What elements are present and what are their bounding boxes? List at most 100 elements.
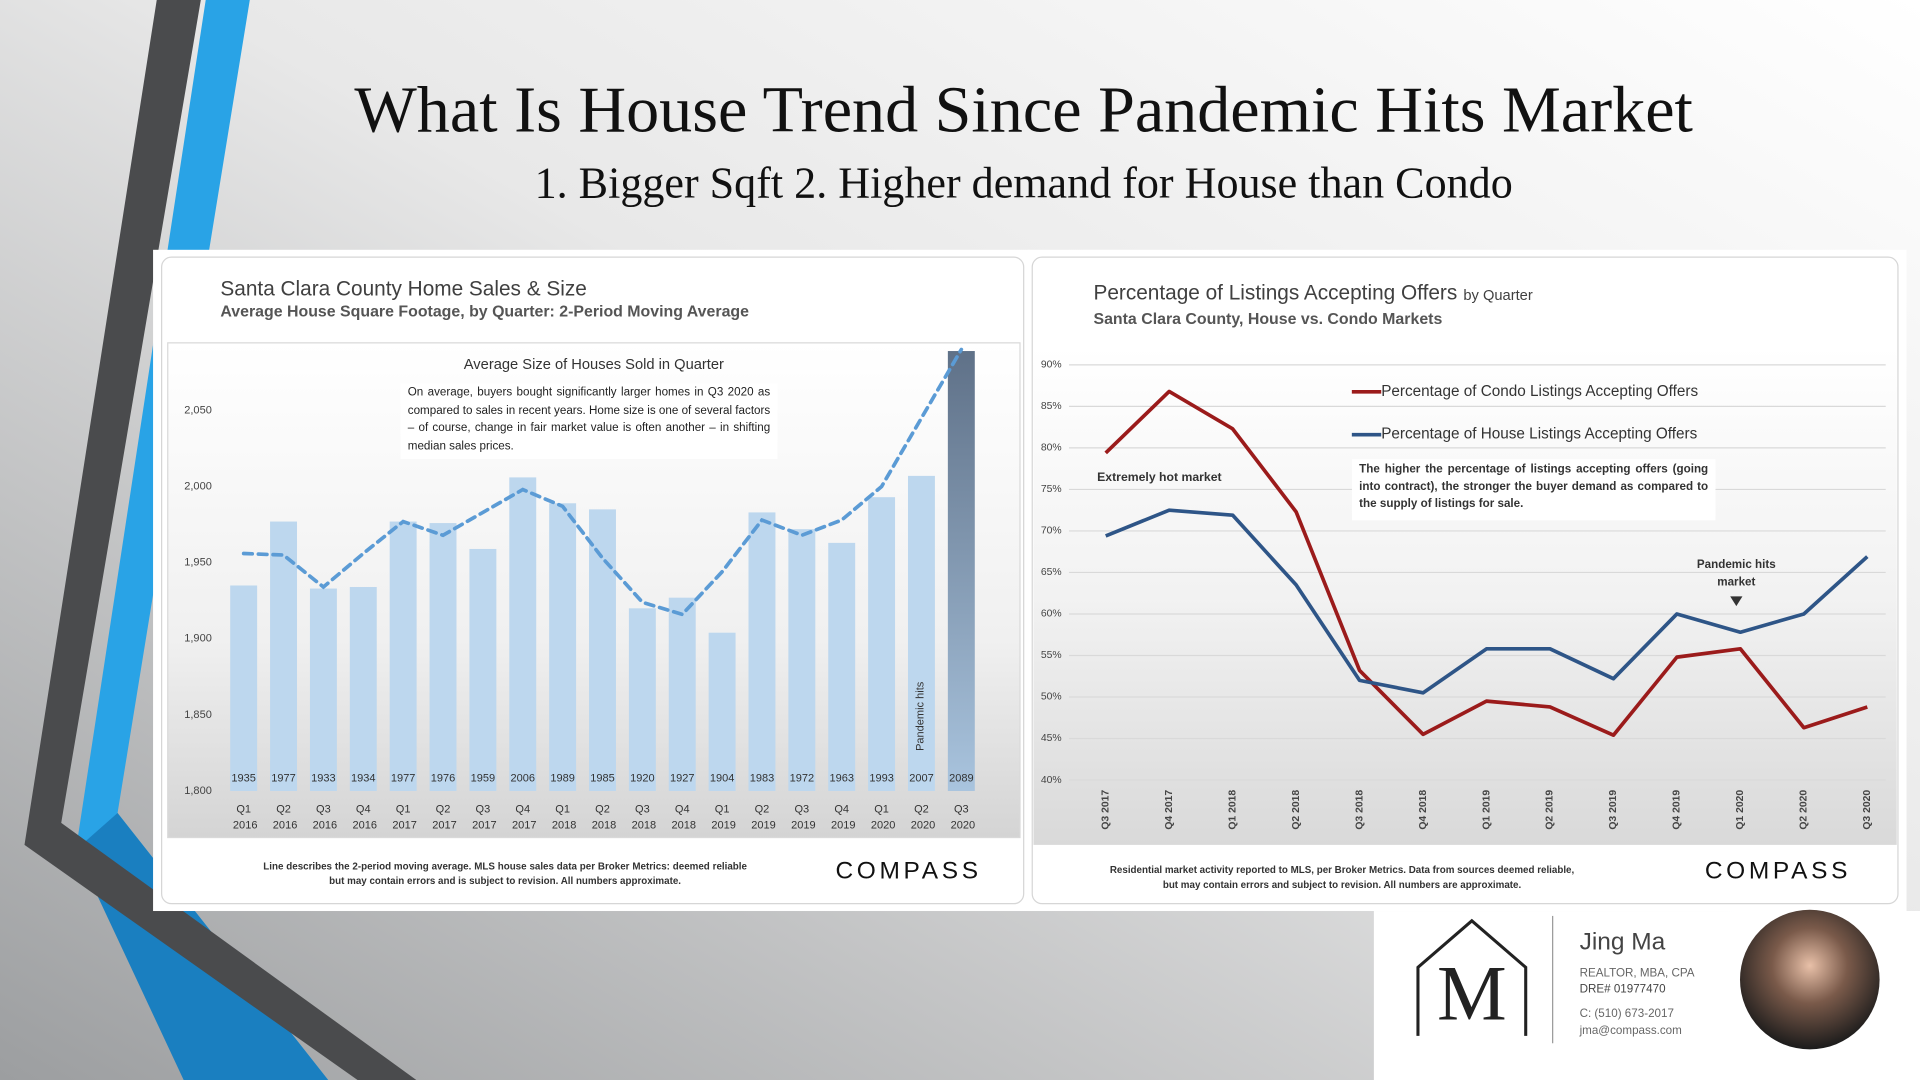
plot-title: Average Size of Houses Sold in Quarter bbox=[464, 357, 724, 373]
bar bbox=[788, 529, 816, 792]
agent-license: DRE# 01977470 bbox=[1580, 982, 1666, 995]
brand: COMPASS bbox=[835, 857, 981, 884]
y-tick-label: 65% bbox=[1041, 567, 1062, 578]
value-label: 1904 bbox=[710, 773, 735, 785]
x-tick-label: Q1 2020 bbox=[868, 803, 896, 831]
agent-credentials: REALTOR, MBA, CPA bbox=[1580, 967, 1695, 980]
bar bbox=[469, 548, 497, 792]
annotation: On average, buyers bought significantly … bbox=[400, 383, 778, 460]
series-line bbox=[1105, 508, 1869, 695]
x-tick-label: Q2 2020 bbox=[1799, 790, 1810, 830]
y-tick-label: 60% bbox=[1041, 609, 1062, 620]
annotation: The higher the percentage of listings ac… bbox=[1351, 459, 1716, 521]
value-label: 2006 bbox=[511, 773, 536, 785]
bar bbox=[230, 585, 258, 792]
value-label: 1983 bbox=[750, 773, 775, 785]
value-label: 1920 bbox=[630, 773, 655, 785]
x-tick-label: Q4 2019 bbox=[828, 803, 856, 831]
x-tick-label: Q3 2019 bbox=[788, 803, 816, 831]
value-label: 1927 bbox=[670, 773, 695, 785]
x-tick-label: Q1 2019 bbox=[1481, 790, 1492, 830]
bar bbox=[549, 503, 577, 792]
y-tick-label: 80% bbox=[1041, 443, 1062, 454]
footnote-box: Line describes the 2-period moving avera… bbox=[263, 860, 747, 887]
x-tick-label: Q1 2019 bbox=[708, 803, 736, 831]
bar bbox=[828, 542, 856, 792]
x-tick-label: Q1 2018 bbox=[549, 803, 577, 831]
bar bbox=[868, 497, 896, 792]
bar bbox=[509, 477, 537, 792]
legend-label: Percentage of House Listings Accepting O… bbox=[1381, 426, 1697, 443]
annotation-box: Pandemic hits market bbox=[1697, 558, 1776, 589]
x-tick-label: Q4 2016 bbox=[349, 803, 377, 831]
x-tick-label: Q2 2019 bbox=[1545, 790, 1556, 830]
y-tick-label: 75% bbox=[1041, 484, 1062, 495]
logo-house bbox=[1416, 918, 1528, 1036]
y-tick-label: 1,900 bbox=[184, 633, 212, 645]
value-label: 1972 bbox=[790, 773, 815, 785]
y-tick-label: 1,850 bbox=[184, 709, 212, 721]
stripe-blue bbox=[75, 0, 329, 1080]
x-tick-label: Q2 2020 bbox=[908, 803, 936, 831]
annotation: Extremely hot market bbox=[1097, 470, 1221, 484]
chart-title: Santa Clara County Home Sales & Size bbox=[220, 278, 586, 301]
y-tick-label: 70% bbox=[1041, 526, 1062, 537]
bar bbox=[628, 608, 656, 792]
slide-title: What Is House Trend Since Pandemic Hits … bbox=[354, 73, 1693, 146]
chart-subtitle: Average House Square Footage, by Quarter… bbox=[220, 303, 749, 320]
value-label: 1963 bbox=[829, 773, 854, 785]
bar bbox=[349, 587, 377, 792]
x-tick-label: Q3 2017 bbox=[469, 803, 497, 831]
x-tick-label: Q3 2020 bbox=[1862, 790, 1873, 830]
bar bbox=[270, 521, 298, 792]
value-label: 1977 bbox=[271, 773, 296, 785]
value-label: 1976 bbox=[431, 773, 456, 785]
y-tick-label: 1,800 bbox=[184, 785, 212, 797]
y-tick-label: 40% bbox=[1041, 775, 1062, 786]
bar bbox=[668, 597, 696, 792]
chart-title: Percentage of Listings Accepting Offers bbox=[1093, 281, 1457, 304]
y-tick-label: 55% bbox=[1041, 650, 1062, 661]
x-tick-label: Q2 2018 bbox=[589, 803, 617, 831]
stripe-gray bbox=[24, 0, 417, 1080]
x-tick-label: Q2 2017 bbox=[429, 803, 457, 831]
chart-subtitle: Santa Clara County, House vs. Condo Mark… bbox=[1093, 311, 1442, 328]
x-tick-label: Q1 2017 bbox=[389, 803, 417, 831]
x-tick-label: Q2 2018 bbox=[1291, 790, 1302, 830]
agent-name: Jing Ma bbox=[1580, 928, 1666, 955]
chart-title-suffix: by Quarter bbox=[1463, 288, 1532, 304]
x-tick-label: Q2 2019 bbox=[748, 803, 776, 831]
y-tick-label: 45% bbox=[1041, 733, 1062, 744]
bar bbox=[947, 351, 975, 792]
value-label: 1977 bbox=[391, 773, 416, 785]
y-tick-label: 50% bbox=[1041, 692, 1062, 703]
value-label: 1934 bbox=[351, 773, 376, 785]
x-tick-label: Q1 2016 bbox=[230, 803, 258, 831]
value-label: 1935 bbox=[231, 773, 256, 785]
x-tick-label: Q4 2018 bbox=[668, 803, 696, 831]
x-tick-label: Q4 2018 bbox=[1418, 790, 1429, 830]
footnote: Line describes the 2-period moving avera… bbox=[263, 860, 747, 887]
logo-letter: M bbox=[1437, 950, 1507, 1037]
x-tick-label: Q4 2019 bbox=[1672, 790, 1683, 830]
agent-photo bbox=[1740, 909, 1880, 1050]
x-tick-label: Q3 2018 bbox=[629, 803, 657, 831]
bar bbox=[429, 523, 457, 792]
bar bbox=[589, 509, 616, 792]
x-tick-label: Q3 2020 bbox=[948, 803, 976, 831]
y-tick-label: 85% bbox=[1041, 401, 1062, 412]
x-tick-label: Q2 2016 bbox=[270, 803, 298, 831]
bar bbox=[748, 512, 776, 792]
x-tick-label: Q4 2017 bbox=[1164, 790, 1175, 830]
footnote: Residential market activity reported to … bbox=[1109, 864, 1575, 891]
y-tick-label: 1,950 bbox=[184, 557, 212, 569]
annotation-box: On average, buyers bought significantly … bbox=[400, 383, 778, 460]
plot-area bbox=[1033, 346, 1897, 845]
x-tick-label: Q3 2018 bbox=[1354, 790, 1365, 830]
slide-subtitle: 1. Bigger Sqft 2. Higher demand for Hous… bbox=[535, 158, 1513, 207]
agent-email: jma@compass.com bbox=[1579, 1024, 1682, 1037]
x-tick-label: Q3 2016 bbox=[310, 803, 338, 831]
chart-2: Percentage of Listings Accepting Offers b… bbox=[1041, 281, 1886, 891]
brand: COMPASS bbox=[1705, 857, 1851, 884]
